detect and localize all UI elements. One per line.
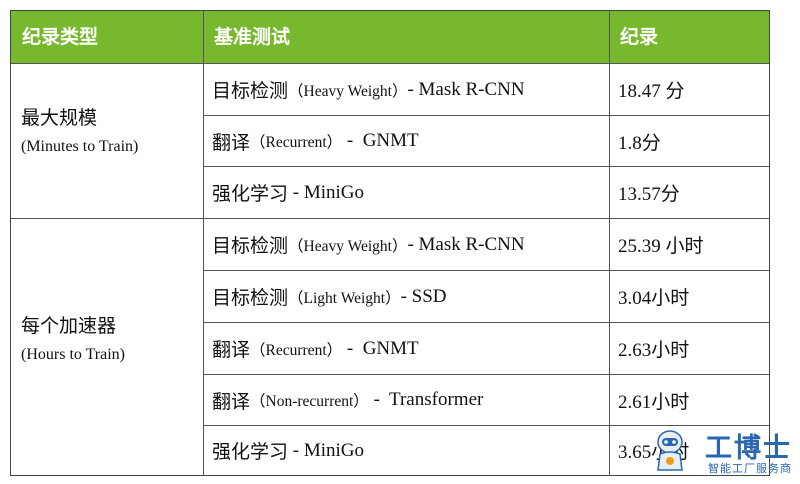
category-label: 每个加速器 xyxy=(21,315,117,337)
benchmark-cell: 翻译 （Recurrent） - GNMT xyxy=(212,337,419,362)
record-cell: 25.39 小时 xyxy=(618,236,704,257)
watermark: 工博士 智能工厂服务商 xyxy=(652,426,792,476)
watermark-brand: 工博士 xyxy=(705,433,792,464)
column-divider xyxy=(609,11,610,475)
record-cell: 3.04小时 xyxy=(618,288,690,309)
category-unit: (Hours to Train) xyxy=(21,346,126,363)
record-cell: 13.57分 xyxy=(618,184,680,205)
benchmark-cell: 翻译 （Recurrent） - GNMT xyxy=(212,130,419,154)
header-record: 纪录 xyxy=(620,26,659,48)
row-divider xyxy=(11,63,769,64)
row-divider xyxy=(11,218,769,219)
record-cell: 1.8分 xyxy=(618,132,661,154)
row-divider xyxy=(203,425,769,426)
benchmark-cell: 目标检测 （Heavy Weight） - Mask R-CNN xyxy=(212,78,525,103)
row-divider xyxy=(203,270,769,271)
benchmark-cell: 翻译 （Non-recurrent） - Transformer xyxy=(212,389,484,413)
robot-mascot-icon xyxy=(657,430,683,471)
category-max-scale: 最大规模 (Minutes to Train) xyxy=(21,103,138,156)
benchmark-table: 纪录类型 基准测试 纪录 最大规模 (Minutes to Train) 每个加… xyxy=(10,10,770,476)
category-per-accelerator: 每个加速器 (Hours to Train) xyxy=(21,311,125,364)
watermark-tagline: 智能工厂服务商 xyxy=(708,462,792,475)
benchmark-cell: 强化学习 - MiniGo xyxy=(212,181,365,206)
header-benchmark: 基准测试 xyxy=(214,26,291,48)
record-cell: 2.61小时 xyxy=(618,391,690,413)
record-cell: 2.63小时 xyxy=(618,340,690,361)
category-unit: (Minutes to Train) xyxy=(21,138,139,155)
header-record-type: 纪录类型 xyxy=(22,26,99,48)
row-divider xyxy=(203,166,769,167)
category-label: 最大规模 xyxy=(21,107,98,129)
record-cell: 18.47 分 xyxy=(618,81,685,102)
row-divider xyxy=(203,322,769,323)
benchmark-cell: 目标检测 （Light Weight） - SSD xyxy=(212,285,447,310)
column-divider xyxy=(203,11,204,475)
table-header: 纪录类型 基准测试 纪录 xyxy=(11,11,769,63)
row-divider xyxy=(203,115,769,116)
benchmark-cell: 强化学习 - MiniGo xyxy=(212,439,365,464)
benchmark-cell: 目标检测 （Heavy Weight） - Mask R-CNN xyxy=(212,233,525,258)
row-divider xyxy=(203,374,769,375)
